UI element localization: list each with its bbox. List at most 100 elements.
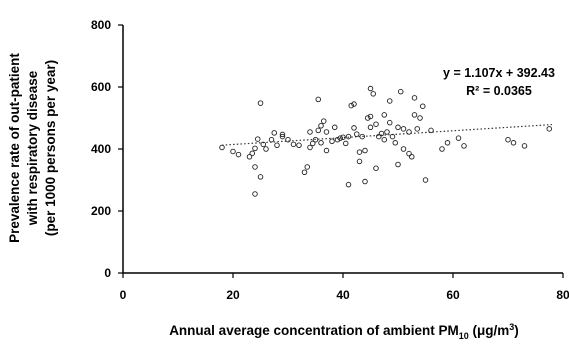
data-point [356,149,363,155]
data-point [381,136,388,143]
data-point [546,126,553,132]
data-point [296,142,302,149]
data-point [411,112,418,118]
data-point [263,146,269,152]
data-point [378,130,385,137]
y-tick-label: 800 [91,18,111,32]
data-point [337,135,344,141]
data-point [387,98,393,104]
data-point [257,100,264,106]
data-point [367,113,374,120]
data-point [252,164,258,170]
x-tick-label: 0 [120,288,127,302]
data-point [414,126,421,132]
data-point [252,145,258,152]
data-point [271,130,278,136]
data-point [329,138,335,144]
data-point [230,148,236,155]
x-tick-label: 20 [226,288,240,302]
data-point [318,140,324,146]
data-point [290,141,297,148]
data-point [351,125,357,131]
data-point [420,103,426,109]
data-point [370,91,377,97]
x-tick-label: 40 [336,288,350,302]
data-point [376,133,382,140]
data-point [356,158,363,165]
data-point [409,153,415,160]
data-point [362,178,368,185]
data-point [395,124,401,131]
data-point [315,96,322,103]
data-point [343,140,349,147]
data-point [461,143,467,149]
data-point [332,124,338,131]
x-axis-ticks: 0 20 40 60 80 [120,273,569,302]
data-point [395,161,401,168]
data-point [411,95,418,101]
y-tick-label: 600 [91,80,111,94]
data-point [318,122,324,129]
data-point [268,136,275,143]
y-axis-title-line-2: with respiratory disease [25,70,40,226]
data-point [274,142,280,149]
x-tick-label: 80 [556,288,569,302]
data-point [389,133,396,140]
data-point [304,164,311,170]
data-point [254,136,261,142]
r-squared-label: R² = 0.0365 [466,84,532,98]
data-point [406,150,412,157]
x-axis-title-main: Annual average concentration of ambient … [169,323,459,338]
data-point [252,191,258,197]
data-point [260,141,267,148]
data-point [249,150,255,157]
data-point [307,144,313,151]
data-point [345,133,352,140]
x-tick-label: 60 [446,288,460,302]
data-point [510,140,517,146]
data-point [373,121,379,127]
data-points [219,85,553,197]
data-point [310,140,316,147]
data-point [400,126,407,132]
data-point [505,136,511,143]
data-point [398,88,404,95]
data-point [345,181,352,188]
data-point [365,115,371,121]
y-axis-title: Prevalence rate of out-patient with resp… [7,53,58,243]
data-point [235,151,242,158]
data-point [279,133,286,140]
data-point [257,174,264,180]
y-axis-title-line-3: (per 1000 persons per year) [43,60,58,236]
data-point [323,147,330,154]
data-point [392,140,399,146]
data-point [406,129,412,135]
data-point [321,118,327,124]
data-point [417,115,423,121]
trendline-equation: y = 1.107x + 392.43 [443,66,555,80]
axes [122,25,563,274]
x-axis-title: Annual average concentration of ambient … [169,322,519,341]
x-axis-title-superscript: 3 [509,322,514,332]
data-point [387,119,393,126]
data-point [323,129,330,135]
data-point [455,135,462,141]
data-point [367,85,374,92]
data-point [367,124,374,131]
data-point [285,136,291,143]
data-point [351,101,357,107]
data-point [354,131,360,137]
data-point [348,102,355,109]
data-point [279,131,286,138]
data-point [428,127,434,134]
data-point [246,153,253,160]
data-point [340,134,346,140]
data-point [219,144,225,151]
data-point [301,169,308,175]
data-point [334,136,341,143]
data-point [381,112,388,118]
x-axis-title-unit: (μg/m [469,323,510,338]
data-point [422,177,429,183]
y-axis-title-line-1: Prevalence rate of out-patient [7,53,22,243]
